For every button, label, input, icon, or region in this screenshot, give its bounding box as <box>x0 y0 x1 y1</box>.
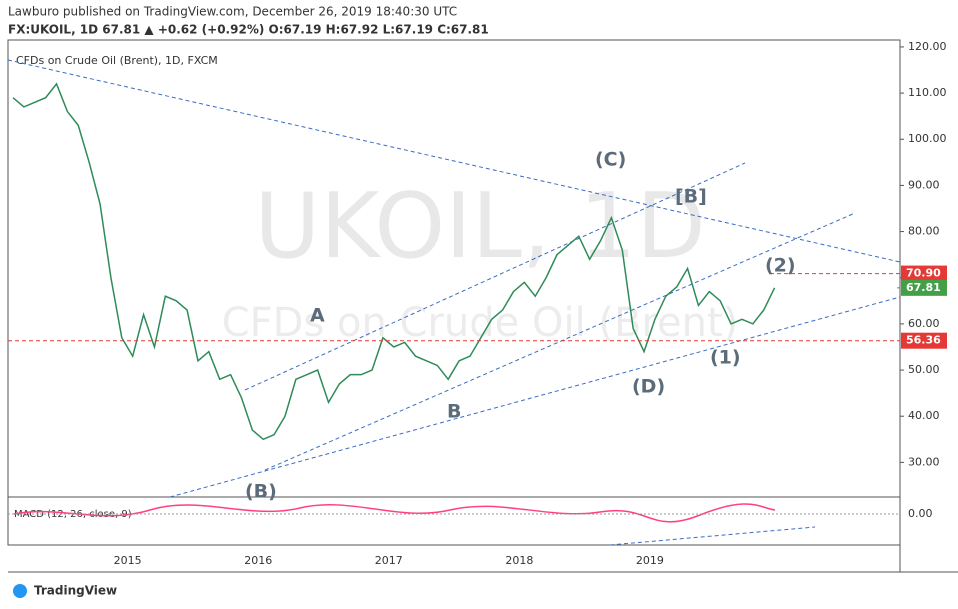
footer-brand: TradingView <box>34 584 117 598</box>
y-tick-label: 90.00 <box>908 178 940 191</box>
y-tick-label: 110.00 <box>908 86 947 99</box>
annotation: A <box>310 305 325 327</box>
publisher: Lawburo published on TradingView.com, De… <box>8 5 457 19</box>
x-tick-label: 2018 <box>505 554 533 567</box>
y-tick-label: 40.00 <box>908 409 940 422</box>
x-tick-label: 2015 <box>114 554 142 567</box>
macd-tick-label: 0.00 <box>908 507 933 520</box>
annotation: (2) <box>765 255 796 277</box>
trend-line <box>244 162 746 391</box>
x-tick-label: 2017 <box>375 554 403 567</box>
y-tick-label: 80.00 <box>908 225 940 238</box>
macd-line <box>13 503 776 523</box>
x-tick-label: 2019 <box>636 554 664 567</box>
plot-frame <box>7 39 901 546</box>
y-tick-label: 30.00 <box>908 455 940 468</box>
legend-label: CFDs on Crude Oil (Brent), 1D, FXCM <box>16 54 218 67</box>
price-label-bg <box>901 265 947 282</box>
trend-line <box>169 296 901 498</box>
brand-icon <box>13 584 27 598</box>
annotation: (B) <box>245 481 277 503</box>
y-tick-label: 100.00 <box>908 132 947 145</box>
annotation: B <box>447 401 461 423</box>
annotation: (D) <box>632 376 665 398</box>
trend-line <box>7 59 901 263</box>
price-label-bg <box>901 279 947 296</box>
y-tick-label: 50.00 <box>908 363 940 376</box>
annotation: (C) <box>595 149 626 171</box>
y-tick-label: 60.00 <box>908 317 940 330</box>
annotation: (1) <box>710 347 741 369</box>
symbol-line: FX:UKOIL, 1D 67.81 ▲ +0.62 (+0.92%) O:67… <box>8 23 489 37</box>
price-label: 56.36 <box>906 334 941 347</box>
price-label: 70.90 <box>906 267 941 280</box>
price-label-bg <box>901 332 947 349</box>
y-tick-label: 120.00 <box>908 40 947 53</box>
x-tick-label: 2016 <box>244 554 272 567</box>
annotation: [B] <box>675 186 707 208</box>
price-label: 67.81 <box>906 281 941 294</box>
watermark: UKOIL, 1D <box>254 174 705 279</box>
trend-line <box>609 526 816 546</box>
trend-line <box>264 212 856 471</box>
